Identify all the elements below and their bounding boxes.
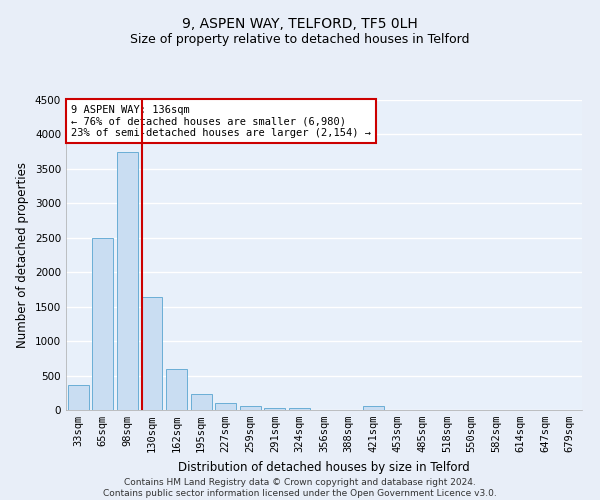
Bar [166,370,187,410]
Bar [142,297,163,410]
Text: Size of property relative to detached houses in Telford: Size of property relative to detached ho… [130,32,470,46]
Text: Contains HM Land Registry data © Crown copyright and database right 2024.
Contai: Contains HM Land Registry data © Crown c… [103,478,497,498]
Bar [92,238,113,410]
Bar [240,406,261,410]
Bar [68,384,89,410]
Text: 9 ASPEN WAY: 136sqm
← 76% of detached houses are smaller (6,980)
23% of semi-det: 9 ASPEN WAY: 136sqm ← 76% of detached ho… [71,104,371,138]
Bar [191,394,212,410]
Text: 9, ASPEN WAY, TELFORD, TF5 0LH: 9, ASPEN WAY, TELFORD, TF5 0LH [182,18,418,32]
Bar [265,408,286,410]
Bar [215,403,236,410]
X-axis label: Distribution of detached houses by size in Telford: Distribution of detached houses by size … [178,460,470,473]
Bar [289,408,310,410]
Bar [117,152,138,410]
Bar [362,406,383,410]
Y-axis label: Number of detached properties: Number of detached properties [16,162,29,348]
